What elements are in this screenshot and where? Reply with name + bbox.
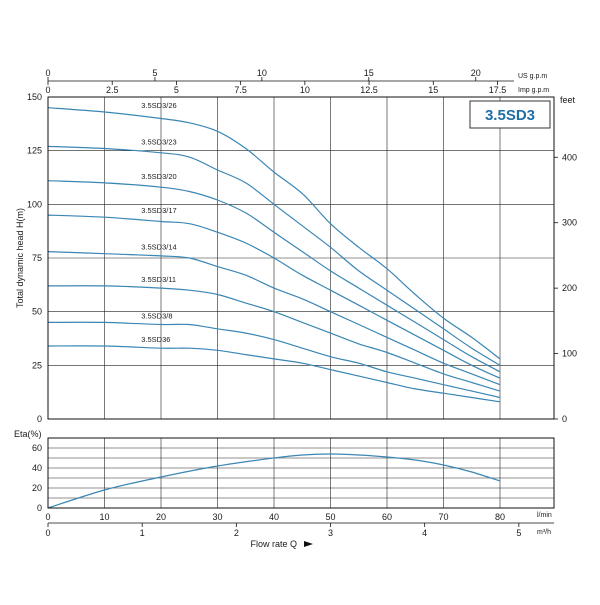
m3h-unit-label: m³/h xyxy=(537,529,551,536)
x-tick-label-lmin: 60 xyxy=(382,512,392,522)
head-curve-3-5sd3-17 xyxy=(47,214,501,379)
right-axis-label: feet xyxy=(560,95,576,105)
x-axis-label: Flow rate Q xyxy=(250,539,297,549)
imp-gpm-tick-label: 12.5 xyxy=(360,85,378,95)
y-tick-label-head: 125 xyxy=(27,146,42,156)
top-axis-us-label: US g.p.m xyxy=(518,73,547,80)
head-curve-3-5sd3-20 xyxy=(47,180,501,373)
head-curve-3-5sd3-11 xyxy=(47,285,501,392)
m3h-tick-label: 2 xyxy=(234,528,239,538)
y-tick-label-head: 50 xyxy=(32,307,42,317)
top-axis-imp-label: Imp g.p.m xyxy=(518,87,549,94)
chart-title: 3.5SD3 xyxy=(485,107,535,124)
imp-gpm-tick-label: 5 xyxy=(174,85,179,95)
series-label-3-5sd3-23: 3.5SD3/23 xyxy=(141,138,176,147)
x-tick-label-lmin: 50 xyxy=(325,512,335,522)
imp-gpm-tick-label: 17.5 xyxy=(489,85,507,95)
series-label-3-5sd3-8: 3.5SD3/8 xyxy=(141,311,172,320)
head-curve-3-5sd3-26 xyxy=(47,107,501,360)
us-gpm-tick-label: 10 xyxy=(257,68,267,78)
feet-tick-label: 0 xyxy=(562,414,567,424)
y-tick-label-head: 150 xyxy=(27,92,42,102)
y-tick-label-eta: 0 xyxy=(37,503,42,513)
y-axis-label: Total dynamic head H(m) xyxy=(15,208,25,308)
imp-gpm-tick-label: 7.5 xyxy=(234,85,247,95)
head-curve-3-5sd3-8 xyxy=(47,321,501,399)
us-gpm-tick-label: 15 xyxy=(364,68,374,78)
y-tick-label-head: 75 xyxy=(32,253,42,263)
us-gpm-tick-label: 5 xyxy=(152,68,157,78)
m3h-tick-label: 4 xyxy=(422,528,427,538)
series-label-3-5sd3-14: 3.5SD3/14 xyxy=(141,243,176,252)
x-tick-label-lmin: 30 xyxy=(212,512,222,522)
feet-tick-label: 300 xyxy=(562,218,577,228)
imp-gpm-tick-label: 15 xyxy=(428,85,438,95)
feet-tick-label: 400 xyxy=(562,152,577,162)
series-label-3-5sd3-11: 3.5SD3/11 xyxy=(141,275,176,284)
series-label-3-5sd3-17: 3.5SD3/17 xyxy=(141,206,176,215)
y-tick-label-head: 0 xyxy=(37,414,42,424)
x-tick-label-lmin: 20 xyxy=(156,512,166,522)
x-tick-label-lmin: 0 xyxy=(45,512,50,522)
lmin-unit-label: l/min xyxy=(537,512,552,519)
series-label-3-5sd36: 3.5SD36 xyxy=(141,335,170,344)
eta-axis-label: Eta(%) xyxy=(14,429,42,439)
imp-gpm-tick-label: 2.5 xyxy=(106,85,119,95)
x-tick-label-lmin: 40 xyxy=(269,512,279,522)
y-tick-label-eta: 40 xyxy=(32,463,42,473)
y-tick-label-head: 25 xyxy=(32,360,42,370)
x-axis-arrow-icon xyxy=(304,541,313,547)
feet-tick-label: 100 xyxy=(562,349,577,359)
imp-gpm-tick-label: 10 xyxy=(300,85,310,95)
us-gpm-tick-label: 0 xyxy=(45,68,50,78)
y-tick-label-head: 100 xyxy=(27,199,42,209)
efficiency-curve xyxy=(47,453,501,509)
efficiency-plot-frame xyxy=(47,437,555,509)
feet-tick-label: 200 xyxy=(562,283,577,293)
imp-gpm-tick-label: 0 xyxy=(45,85,50,95)
head-plot-frame xyxy=(47,96,555,420)
model-title-box xyxy=(469,100,551,129)
m3h-tick-label: 1 xyxy=(140,528,145,538)
x-tick-label-lmin: 70 xyxy=(438,512,448,522)
head-curve-3-5sd3-14 xyxy=(47,251,501,386)
m3h-tick-label: 3 xyxy=(328,528,333,538)
m3h-tick-label: 5 xyxy=(516,528,521,538)
series-label-3-5sd3-26: 3.5SD3/26 xyxy=(141,101,176,110)
x-tick-label-lmin: 80 xyxy=(495,512,505,522)
head-curve-3-5sd36 xyxy=(47,345,501,403)
y-tick-label-eta: 20 xyxy=(32,483,42,493)
series-label-3-5sd3-20: 3.5SD3/20 xyxy=(141,172,176,181)
us-gpm-tick-label: 20 xyxy=(471,68,481,78)
y-tick-label-eta: 60 xyxy=(32,443,42,453)
m3h-tick-label: 0 xyxy=(45,528,50,538)
head-curve-3-5sd3-23 xyxy=(47,145,501,366)
x-tick-label-lmin: 10 xyxy=(99,512,109,522)
